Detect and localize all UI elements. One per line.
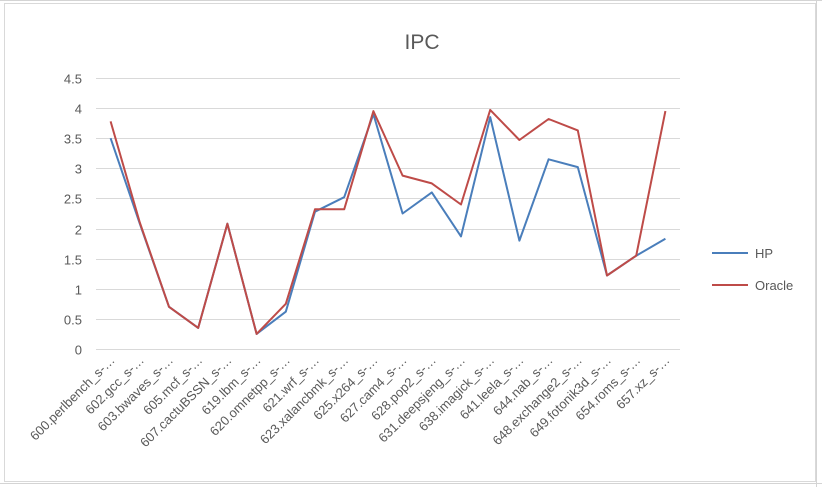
legend-label-oracle: Oracle <box>755 278 793 293</box>
y-axis-tick-labels: 0 0.5 1 1.5 2 2.5 3 3.5 4 4.5 <box>64 72 82 358</box>
legend-label-hp: HP <box>755 246 773 261</box>
data-point-hp <box>460 235 462 237</box>
data-point-oracle <box>577 129 579 131</box>
data-point-hp <box>343 196 345 198</box>
data-point-oracle <box>197 327 199 329</box>
y-tick-label: 0.5 <box>64 313 82 328</box>
data-point-oracle <box>109 120 111 122</box>
data-point-hp <box>664 238 666 240</box>
data-point-oracle <box>343 208 345 210</box>
data-point-oracle <box>489 109 491 111</box>
data-point-oracle <box>547 118 549 120</box>
y-tick-label: 2 <box>75 223 82 238</box>
y-tick-label: 3 <box>75 162 82 177</box>
gridlines <box>96 78 680 350</box>
data-point-oracle <box>460 203 462 205</box>
data-point-oracle <box>314 208 316 210</box>
data-point-hp <box>431 191 433 193</box>
data-point-oracle <box>606 274 608 276</box>
series-lines <box>109 108 667 335</box>
data-point-hp <box>547 158 549 160</box>
chart-title: IPC <box>404 31 439 54</box>
y-tick-label: 1 <box>75 283 82 298</box>
y-tick-label: 3.5 <box>64 132 82 147</box>
chart-area[interactable] <box>4 3 816 482</box>
data-point-hp <box>518 239 520 241</box>
data-point-oracle <box>401 174 403 176</box>
y-tick-label: 4.5 <box>64 72 82 87</box>
data-point-hp <box>577 166 579 168</box>
data-point-hp <box>401 212 403 214</box>
series-line-oracle <box>109 108 667 335</box>
data-point-oracle <box>664 110 666 112</box>
data-point-oracle <box>226 223 228 225</box>
data-point-oracle <box>372 110 374 112</box>
data-point-oracle <box>431 182 433 184</box>
data-point-oracle <box>139 221 141 223</box>
y-tick-label: 1.5 <box>64 253 82 268</box>
data-point-oracle <box>285 303 287 305</box>
data-point-hp <box>489 116 491 118</box>
data-point-oracle <box>635 255 637 257</box>
y-tick-label: 0 <box>75 343 82 358</box>
series-line-hp <box>109 113 666 335</box>
x-axis-tick-labels: 600.perlbench_s-…602.gcc_s-…603.bwaves_s… <box>27 353 673 450</box>
data-point-oracle <box>168 306 170 308</box>
y-tick-label: 4 <box>75 102 82 117</box>
legend: HP Oracle <box>712 246 793 293</box>
data-point-oracle <box>518 139 520 141</box>
data-point-hp <box>109 137 111 139</box>
data-point-oracle <box>255 333 257 335</box>
y-tick-label: 2.5 <box>64 192 82 207</box>
data-point-hp <box>285 311 287 313</box>
